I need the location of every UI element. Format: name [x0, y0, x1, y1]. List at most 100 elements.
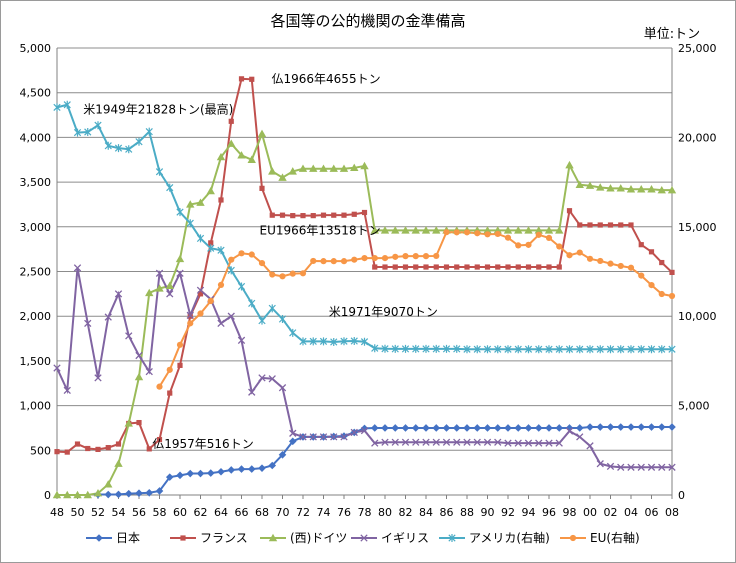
data-point — [515, 242, 522, 249]
data-point — [238, 250, 245, 257]
x-axis-tick-label: 02 — [604, 506, 618, 519]
legend-marker-3 — [360, 534, 368, 542]
data-point — [259, 185, 265, 191]
data-point — [155, 284, 164, 292]
data-point — [657, 423, 666, 431]
data-point — [535, 345, 543, 354]
data-point — [155, 269, 164, 277]
data-point — [637, 185, 646, 193]
data-point — [606, 184, 615, 192]
data-point — [648, 281, 655, 289]
data-point — [421, 226, 431, 234]
data-point — [114, 490, 123, 499]
data-point — [84, 128, 92, 137]
data-point — [627, 463, 635, 471]
data-point — [669, 269, 675, 275]
data-point — [432, 226, 441, 234]
data-point — [555, 424, 564, 432]
data-point — [514, 345, 522, 354]
data-point — [391, 226, 400, 234]
data-point — [597, 257, 604, 265]
data-point — [217, 281, 225, 289]
x-axis-tick-label: 66 — [235, 506, 249, 519]
data-point — [104, 313, 112, 321]
data-point — [576, 345, 584, 354]
data-point — [237, 282, 246, 291]
data-point — [125, 145, 133, 154]
data-point — [658, 463, 666, 471]
data-point — [156, 383, 163, 390]
data-point — [565, 345, 574, 354]
data-point — [165, 473, 174, 481]
data-point — [565, 427, 574, 435]
data-point — [370, 424, 379, 432]
data-point — [248, 299, 256, 308]
data-point — [586, 423, 594, 431]
data-point — [360, 161, 369, 170]
data-point — [454, 264, 460, 270]
right-axis-tick-label: 0 — [678, 489, 685, 502]
data-point — [361, 254, 368, 262]
data-point — [422, 253, 430, 260]
data-point — [145, 367, 153, 376]
series-lines — [56, 77, 673, 496]
data-point — [545, 439, 553, 447]
data-point — [319, 164, 328, 172]
legend-marker-5 — [569, 534, 577, 542]
data-point — [145, 288, 154, 297]
data-point — [114, 290, 123, 298]
data-point — [177, 362, 183, 368]
data-point — [464, 264, 470, 270]
data-point — [524, 226, 533, 234]
data-point — [637, 345, 645, 354]
data-point — [237, 151, 246, 159]
data-point — [628, 222, 634, 228]
data-point — [227, 312, 235, 320]
data-point — [423, 264, 429, 270]
data-point — [524, 439, 533, 447]
data-point — [175, 254, 185, 263]
data-point — [442, 344, 451, 353]
data-point — [136, 419, 142, 426]
x-axis-tick-label: 72 — [296, 506, 310, 519]
data-point — [217, 246, 225, 255]
data-point — [483, 345, 492, 354]
data-point — [94, 374, 102, 382]
data-point — [422, 344, 430, 353]
data-point — [330, 433, 338, 441]
data-point — [585, 181, 595, 189]
data-point — [146, 446, 152, 452]
unit-label: 単位:トン — [644, 26, 700, 42]
data-point — [494, 438, 502, 446]
data-point — [249, 76, 255, 82]
data-point — [207, 244, 215, 253]
data-point — [63, 490, 72, 499]
data-point — [330, 337, 338, 346]
data-point — [186, 311, 194, 319]
x-axis-tick-label: 90 — [481, 506, 495, 519]
x-axis-tick-label: 64 — [214, 506, 228, 519]
data-point — [638, 272, 645, 279]
left-axis-tick-label: 1,500 — [20, 355, 52, 368]
data-point — [350, 428, 358, 437]
data-point — [534, 424, 543, 432]
data-point — [360, 424, 369, 433]
right-axis-tick-label: 25,000 — [678, 42, 717, 55]
data-point — [298, 164, 308, 172]
data-point — [320, 212, 327, 218]
data-point — [616, 423, 625, 431]
x-axis-tick-label: 94 — [522, 506, 536, 519]
data-point — [647, 463, 656, 471]
left-axis-tick-label: 4,500 — [20, 87, 52, 100]
data-point — [227, 266, 235, 275]
legend-marker-2 — [268, 533, 278, 542]
x-axis-tick-label: 68 — [255, 506, 269, 519]
data-point — [392, 264, 398, 270]
data-point — [536, 264, 542, 270]
data-point — [534, 226, 543, 234]
x-axis-tick-label: 08 — [665, 506, 679, 519]
legend-label-2: (西)ドイツ — [290, 531, 347, 545]
left-axis-tick-label: 1,000 — [20, 400, 52, 413]
data-point — [351, 211, 357, 217]
data-point — [340, 433, 348, 441]
